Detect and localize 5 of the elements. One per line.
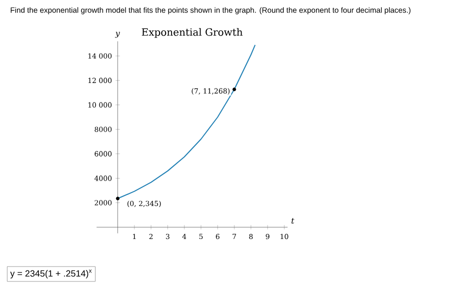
x-axis-title: t xyxy=(292,218,294,224)
y-axis-title: y xyxy=(115,32,120,38)
text: y = 2345(1 + .2514)$^{x}$ xyxy=(10,270,92,278)
line-series xyxy=(117,44,256,200)
chart-title: Exponential Growth xyxy=(142,28,243,38)
